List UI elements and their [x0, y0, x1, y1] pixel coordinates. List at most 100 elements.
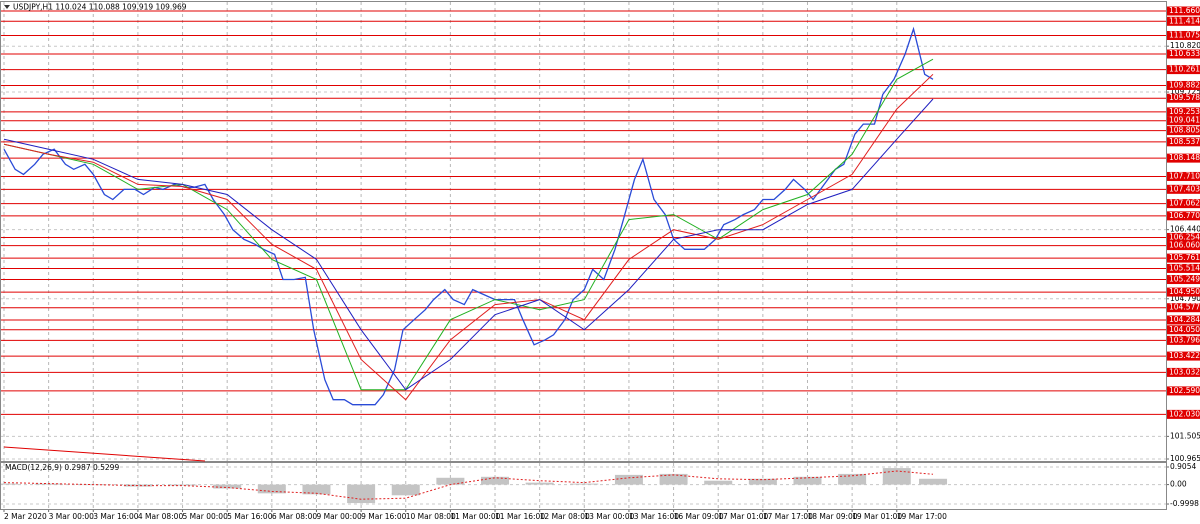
- macd-title: MACD(12,26,9) 0.2987 0.5299: [5, 463, 119, 472]
- level-label-box: [1167, 107, 1200, 117]
- x-tick-label: 5 Mar 16:00: [227, 512, 273, 521]
- macd-bar: [919, 478, 948, 485]
- x-tick-label: 11 Mar 16:00: [495, 512, 545, 521]
- level-label-box: [1167, 80, 1200, 90]
- y-tick-label: 110.820: [1170, 41, 1200, 50]
- level-label-box: [1167, 315, 1200, 325]
- x-tick-label: 3 Mar 00:00: [49, 512, 95, 521]
- level-label-box: [1167, 49, 1200, 59]
- series-line: [3, 470, 934, 500]
- level-label: 103.032: [1169, 367, 1200, 376]
- level-label: 108.537: [1169, 137, 1200, 146]
- macd-bar: [704, 480, 733, 485]
- level-label-box: [1167, 232, 1200, 242]
- level-label-box: [1167, 116, 1200, 126]
- macd-bar: [257, 484, 286, 494]
- macd-pane-frame: [0, 462, 1167, 510]
- macd-bar: [34, 483, 63, 485]
- level-label-box: [1167, 137, 1200, 147]
- x-tick-label: 19 Mar 17:00: [897, 512, 947, 521]
- x-tick-label: 10 Mar 08:00: [406, 512, 456, 521]
- x-tick-label: 6 Mar 08:00: [272, 512, 318, 521]
- y-tick-label: -0.9998: [1170, 499, 1199, 508]
- x-tick-label: 5 Mar 00:00: [183, 512, 229, 521]
- x-tick-label: 2 Mar 2020: [4, 512, 47, 521]
- macd-bar: [391, 484, 420, 496]
- level-label-box: [1167, 211, 1200, 221]
- level-label-box: [1167, 275, 1200, 285]
- level-label-box: [1167, 184, 1200, 194]
- macd-bar: [793, 476, 822, 485]
- level-label-box: [1167, 93, 1200, 103]
- level-label-box: [1167, 153, 1200, 163]
- series-line: [3, 58, 934, 391]
- level-label: 111.075: [1169, 31, 1200, 40]
- level-label-box: [1167, 31, 1200, 41]
- x-tick-label: 16 Mar 09:00: [674, 512, 724, 521]
- trend-line: [3, 446, 206, 462]
- macd-bar: [838, 473, 867, 485]
- x-tick-label: 13 Mar 00:00: [584, 512, 634, 521]
- level-label: 105.249: [1169, 275, 1200, 284]
- level-label: 111.660: [1169, 6, 1200, 15]
- level-label-box: [1167, 367, 1200, 377]
- level-label: 109.041: [1169, 116, 1200, 125]
- x-tick-label: 9 Mar 00:00: [316, 512, 362, 521]
- macd-bar: [168, 484, 197, 486]
- level-label: 106.254: [1169, 232, 1200, 241]
- collapse-icon[interactable]: [4, 5, 10, 9]
- macd-bar: [525, 482, 554, 485]
- macd-bar: [748, 478, 777, 485]
- series-line: [3, 73, 934, 401]
- x-tick-label: 11 Mar 00:00: [450, 512, 500, 521]
- x-tick-label: 3 Mar 16:00: [93, 512, 139, 521]
- x-tick-label: 4 Mar 08:00: [138, 512, 184, 521]
- level-label-box: [1167, 126, 1200, 136]
- level-label: 106.770: [1169, 211, 1200, 220]
- level-label-box: [1167, 325, 1200, 335]
- series-line: [3, 98, 934, 391]
- x-tick-label: 13 Mar 16:00: [629, 512, 679, 521]
- level-label: 110.633: [1169, 49, 1200, 58]
- x-tick-label: 17 Mar 01:00: [718, 512, 768, 521]
- level-label: 105.514: [1169, 263, 1200, 272]
- level-label-box: [1167, 335, 1200, 345]
- level-label: 106.060: [1169, 241, 1200, 250]
- level-label: 102.590: [1169, 386, 1200, 395]
- macd-bar: [659, 473, 688, 485]
- level-label: 104.050: [1169, 325, 1200, 334]
- level-label: 102.030: [1169, 409, 1200, 418]
- macd-bar: [302, 484, 331, 495]
- level-label-box: [1167, 16, 1200, 26]
- level-label: 105.761: [1169, 253, 1200, 262]
- level-label: 107.062: [1169, 199, 1200, 208]
- x-tick-label: 17 Mar 17:00: [763, 512, 813, 521]
- x-tick-label: 19 Mar 01:00: [852, 512, 902, 521]
- level-label: 111.414: [1169, 16, 1200, 25]
- level-label-box: [1167, 263, 1200, 273]
- chart-title: USDJPY,H1 110.024 110.088 109.919 109.96…: [13, 3, 187, 12]
- level-label: 107.403: [1169, 184, 1200, 193]
- level-label-box: [1167, 351, 1200, 361]
- level-label-box: [1167, 6, 1200, 16]
- level-label-box: [1167, 199, 1200, 209]
- level-label: 104.577: [1169, 303, 1200, 312]
- y-tick-label: 106.440: [1170, 225, 1200, 234]
- level-label: 110.261: [1169, 65, 1200, 74]
- level-label: 109.253: [1169, 107, 1200, 116]
- main-pane-frame: [0, 1, 1167, 462]
- x-tick-label: 9 Mar 16:00: [361, 512, 407, 521]
- level-label: 108.148: [1169, 153, 1200, 162]
- y-tick-label: 104.790: [1170, 294, 1200, 303]
- y-tick-label: 0.00: [1170, 480, 1187, 489]
- macd-bar: [213, 484, 242, 489]
- level-label-box: [1167, 303, 1200, 313]
- level-label: 109.578: [1169, 93, 1200, 102]
- level-label-box: [1167, 386, 1200, 396]
- level-label: 104.950: [1169, 287, 1200, 296]
- macd-bar: [570, 483, 599, 485]
- level-label: 107.710: [1169, 171, 1200, 180]
